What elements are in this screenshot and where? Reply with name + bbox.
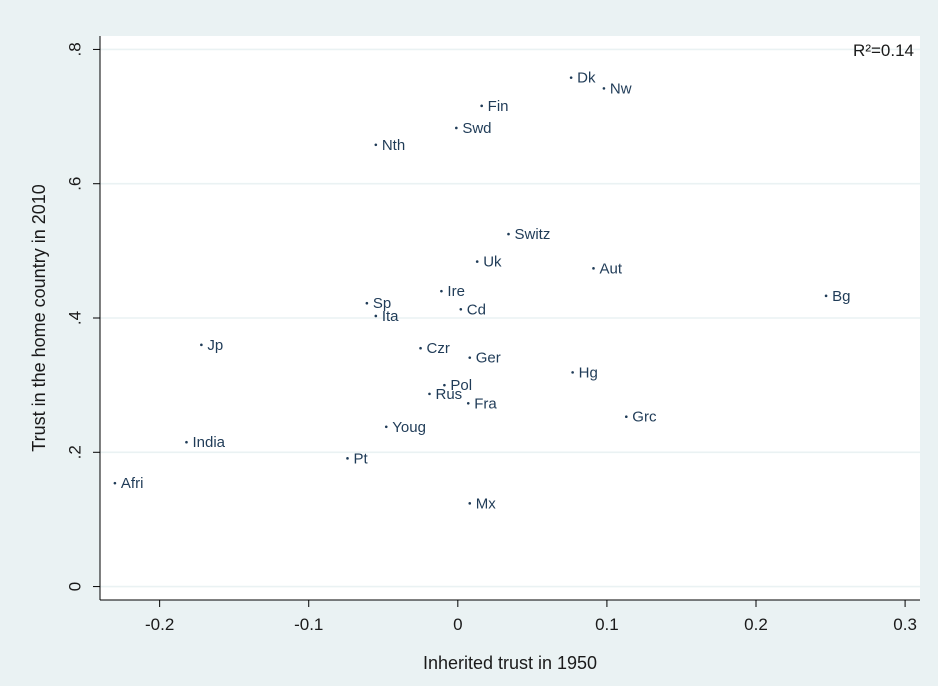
scatter-point [459, 307, 463, 311]
x-tick-label: -0.1 [294, 615, 323, 634]
scatter-point [346, 457, 349, 460]
scatter-point [428, 392, 431, 396]
point-label: Ire [447, 283, 465, 300]
scatter-point [475, 260, 479, 263]
point-label: Switz [515, 226, 551, 243]
point-label: Jp [207, 337, 223, 354]
gridlines [100, 48, 920, 588]
y-tick-label: .6 [65, 177, 84, 191]
axes: 0.2.4.6.8-0.2 -0.1 0 0.1 0.2 0.3 [65, 36, 920, 634]
point-label: Afri [121, 475, 144, 492]
point-label: Cd [467, 301, 486, 318]
y-axis-title: Trust in the home country in 2010 [29, 184, 49, 451]
scatter-point [480, 104, 483, 108]
scatter-point [624, 415, 628, 419]
point-label: Swd [462, 120, 491, 137]
scatter-point [507, 232, 510, 236]
point-label: Mx [476, 495, 496, 512]
y-tick-label: .2 [65, 445, 84, 459]
x-tick-label: 0.3 [893, 615, 917, 634]
point-label: Youg [392, 419, 426, 436]
point-label: Pol [450, 377, 472, 394]
scatter-point [200, 343, 203, 347]
scatter-point [374, 143, 378, 147]
point-label: Czr [427, 340, 450, 357]
scatter-point [384, 425, 388, 429]
scatter-point [365, 301, 369, 305]
scatter-point [419, 346, 422, 350]
scatter-point [468, 502, 472, 505]
point-label: Hg [579, 364, 598, 381]
scatter-point [592, 267, 595, 270]
point-label: Grc [632, 409, 657, 426]
scatter-point [571, 371, 574, 374]
scatter-point [374, 314, 378, 318]
x-tick-label: -0.2 [145, 615, 174, 634]
scatter-point [466, 401, 470, 405]
x-tick-label: 0.1 [595, 615, 619, 634]
point-label: Fra [474, 395, 497, 412]
x-tick-label: 0.2 [744, 615, 768, 634]
scatter-point [443, 383, 446, 387]
point-label: Aut [599, 260, 622, 277]
scatter-point [602, 87, 606, 90]
scatter-point [113, 481, 117, 485]
scatter-point [569, 76, 573, 79]
y-tick-label: .8 [65, 42, 84, 56]
scatter-point [185, 440, 188, 444]
x-tick-label: 0 [453, 615, 462, 634]
y-tick-label: .4 [65, 311, 84, 325]
point-label: Nw [610, 80, 632, 97]
point-label: India [192, 434, 225, 451]
point-label: Bg [832, 288, 850, 305]
point-label: Pt [353, 450, 368, 467]
point-label: Sp [373, 295, 391, 312]
point-label: Fin [488, 98, 509, 115]
point-label: Dk [577, 70, 596, 87]
r-squared-annotation: R²=0.14 [853, 41, 914, 60]
point-label: Nth [382, 137, 405, 154]
scatter-point [824, 294, 828, 298]
point-label: Ger [476, 350, 501, 367]
x-axis-title: Inherited trust in 1950 [423, 653, 597, 673]
scatter-point [455, 126, 458, 130]
data-points: Dk Nw Fin Swd Nth Switz Uk Aut Bg Ire Sp Cd Ita Jp Czr… [113, 70, 850, 512]
y-tick-label: 0 [65, 582, 84, 591]
scatter-point [468, 356, 472, 359]
point-label: Rus [435, 386, 462, 403]
point-label: Uk [483, 254, 502, 271]
scatter-point [440, 289, 443, 293]
point-label: Ita [382, 308, 399, 325]
